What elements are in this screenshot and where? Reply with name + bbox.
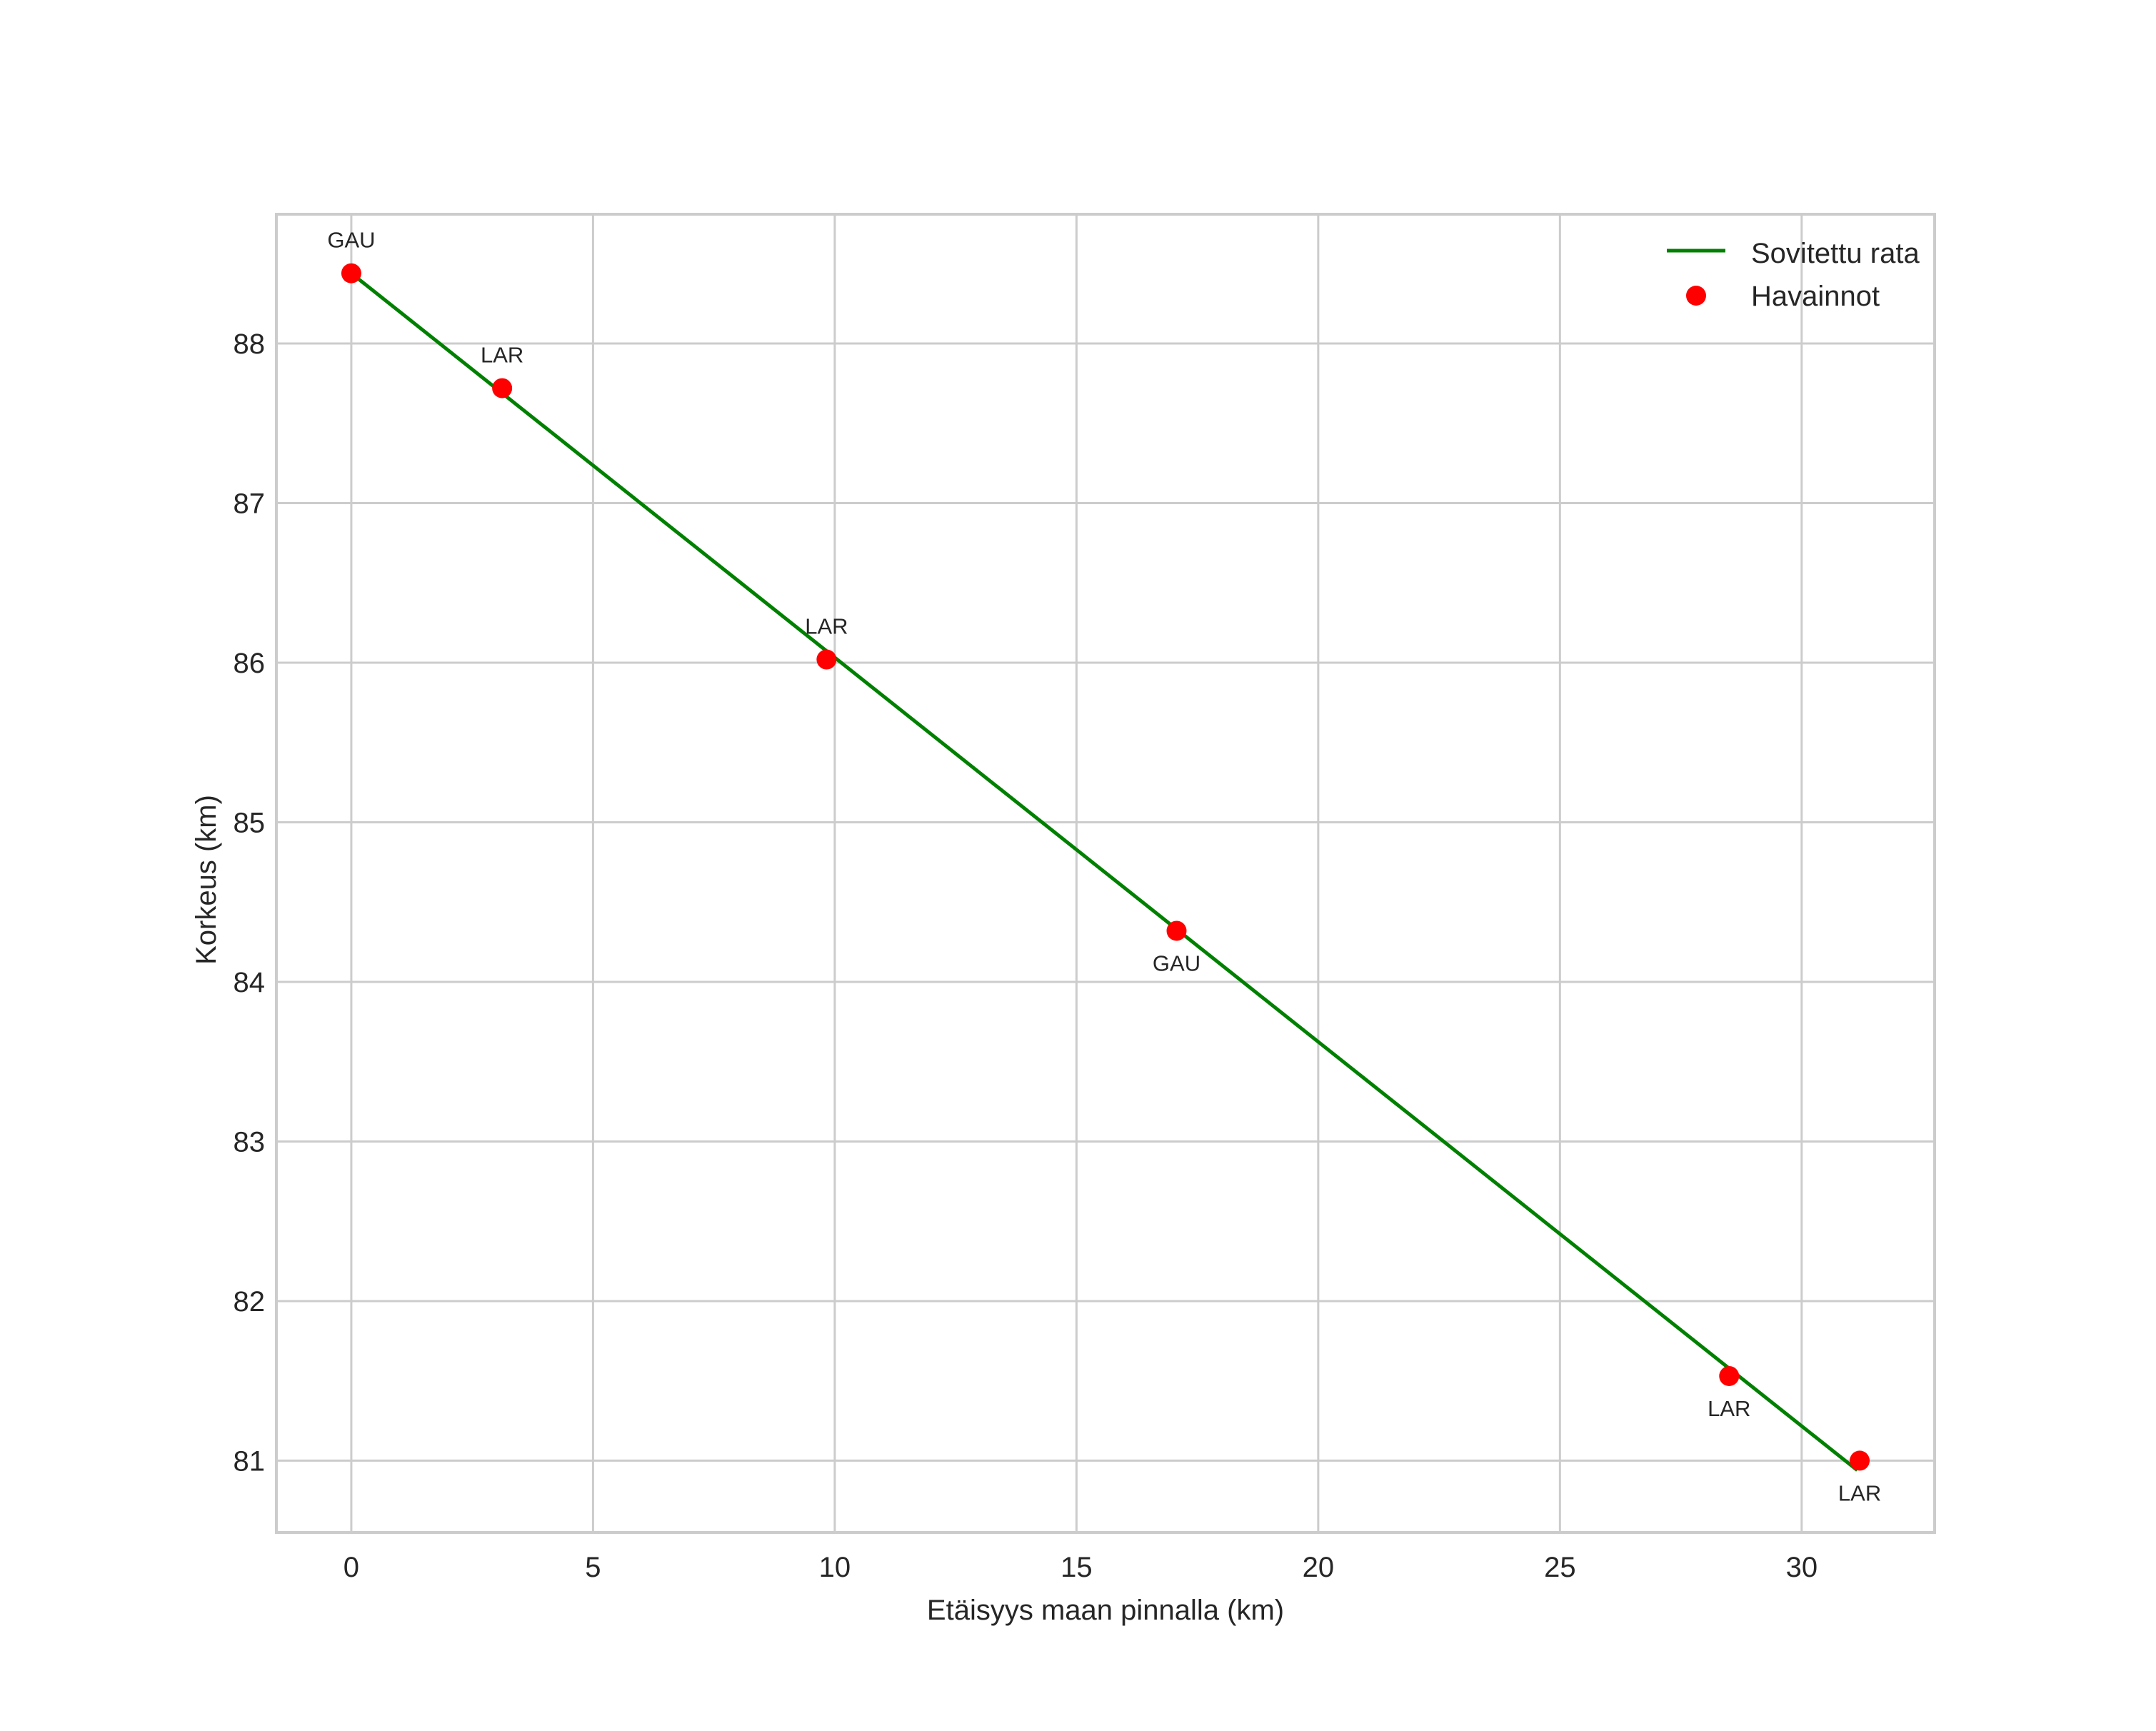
point-labels: GAU LAR LAR GAU LAR LAR (327, 228, 1881, 1506)
observation-point (341, 263, 361, 284)
x-axis-ticks: 0 5 10 15 20 25 30 (344, 1552, 1817, 1583)
fitted-trajectory-line (350, 271, 1859, 1472)
x-tick-label: 5 (585, 1552, 601, 1583)
y-tick-label: 86 (234, 648, 266, 679)
y-tick-label: 83 (234, 1126, 266, 1158)
x-tick-label: 20 (1303, 1552, 1335, 1583)
legend: Sovitettu rata Havainnot (1667, 238, 1920, 312)
station-label: LAR (805, 614, 848, 639)
y-tick-label: 82 (234, 1286, 266, 1318)
plot-series (341, 263, 1870, 1472)
observation-point (1850, 1450, 1870, 1471)
observation-point (1166, 920, 1187, 941)
observation-point (1719, 1365, 1740, 1386)
legend-dot-icon (1686, 286, 1706, 306)
station-label: GAU (327, 228, 375, 253)
y-tick-label: 85 (234, 807, 266, 838)
station-label: GAU (1153, 950, 1200, 975)
station-label: LAR (1708, 1396, 1750, 1421)
y-tick-label: 84 (234, 967, 266, 998)
x-axis-label: Etäisyys maan pinnalla (km) (927, 1595, 1284, 1626)
station-label: LAR (481, 343, 523, 368)
y-axis-ticks: 81 82 83 84 85 86 87 88 (234, 328, 266, 1477)
legend-label-observations: Havainnot (1751, 281, 1880, 312)
plot-frame (275, 213, 1936, 1534)
grid-lines (276, 214, 1935, 1532)
x-tick-label: 10 (819, 1552, 851, 1583)
y-tick-label: 87 (234, 488, 266, 520)
station-label: LAR (1838, 1480, 1881, 1505)
observation-point (816, 649, 837, 670)
observation-point (492, 378, 513, 398)
x-tick-label: 0 (344, 1552, 359, 1583)
x-tick-label: 25 (1544, 1552, 1576, 1583)
y-tick-label: 81 (234, 1445, 266, 1477)
y-axis-label: Korkeus (km) (191, 795, 222, 965)
legend-label-fit: Sovitettu rata (1751, 238, 1920, 269)
x-tick-label: 15 (1061, 1552, 1093, 1583)
x-tick-label: 30 (1786, 1552, 1818, 1583)
y-tick-label: 88 (234, 328, 266, 360)
